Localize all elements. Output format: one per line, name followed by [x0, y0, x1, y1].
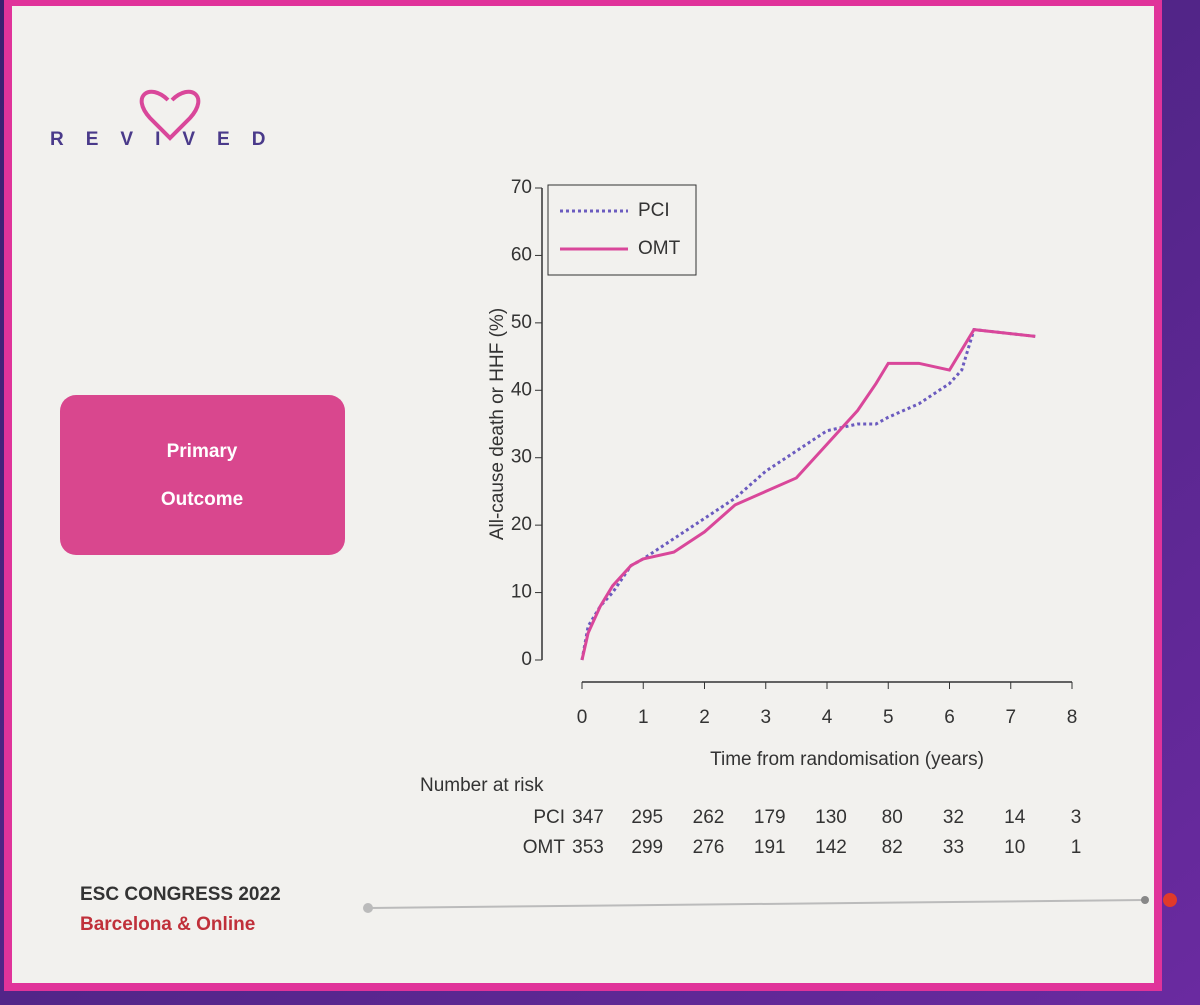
x-tick-label: 7: [1005, 707, 1016, 728]
y-tick-label: 60: [511, 244, 532, 265]
risk-value: 347: [572, 807, 604, 828]
risk-value: 82: [882, 837, 903, 858]
risk-row-label: OMT: [523, 837, 566, 858]
logo-heart: [139, 89, 201, 141]
x-tick-label: 0: [577, 707, 588, 728]
badge-line: Primary: [167, 441, 238, 462]
x-tick-label: 4: [822, 707, 833, 728]
footer-subtitle: Barcelona & Online: [80, 914, 255, 935]
badge: [60, 395, 345, 555]
footer-title: ESC CONGRESS 2022: [80, 884, 281, 905]
progress-dot: [1141, 896, 1149, 904]
x-tick-label: 6: [944, 707, 955, 728]
y-tick-label: 0: [521, 649, 532, 670]
x-tick-label: 3: [760, 707, 771, 728]
risk-title: Number at risk: [420, 775, 544, 796]
legend-label: PCI: [638, 200, 670, 221]
logo-text: REVIVED: [50, 129, 287, 150]
x-axis-label: Time from randomisation (years): [710, 749, 984, 770]
chart: 0 10 20 30 40 50 60 70 0 1 2 3 4 5 6 7 8 Time from random…: [420, 177, 1081, 858]
y-tick-label: 30: [511, 447, 532, 468]
y-tick-label: 20: [511, 514, 532, 535]
x-tick-label: 5: [883, 707, 894, 728]
y-tick-label: 70: [511, 177, 532, 198]
x-tick-label: 8: [1067, 707, 1078, 728]
legend-label: OMT: [638, 238, 681, 259]
risk-value: 33: [943, 837, 964, 858]
risk-value: 32: [943, 807, 964, 828]
risk-value: 14: [1004, 807, 1026, 828]
risk-value: 276: [693, 837, 725, 858]
risk-value: 262: [693, 807, 725, 828]
risk-value: 179: [754, 807, 786, 828]
line-series: [580, 328, 1036, 661]
y-tick-label: 40: [511, 379, 532, 400]
legend-box: [547, 184, 697, 276]
risk-value: 299: [631, 837, 663, 858]
risk-value: 295: [631, 807, 663, 828]
y-tick-label: 10: [511, 582, 532, 603]
risk-value: 353: [572, 837, 604, 858]
risk-value: 142: [815, 837, 847, 858]
progress-line: [367, 899, 1146, 909]
risk-value: 1: [1071, 837, 1082, 858]
risk-value: 3: [1071, 807, 1082, 828]
x-tick-label: 1: [638, 707, 649, 728]
risk-value: 191: [754, 837, 786, 858]
logo: REVIVED: [50, 89, 287, 150]
progress-dot: [363, 903, 373, 913]
risk-row-label: PCI: [533, 807, 565, 828]
risk-value: 80: [882, 807, 903, 828]
progress-dot: [1163, 893, 1177, 907]
risk-value: 130: [815, 807, 847, 828]
y-axis-label: All-cause death or HHF (%): [487, 308, 508, 540]
x-tick-label: 2: [699, 707, 710, 728]
badge-line: Outcome: [161, 489, 243, 510]
y-tick-label: 50: [511, 312, 532, 333]
risk-value: 10: [1004, 837, 1025, 858]
line-series: [580, 327, 1036, 661]
